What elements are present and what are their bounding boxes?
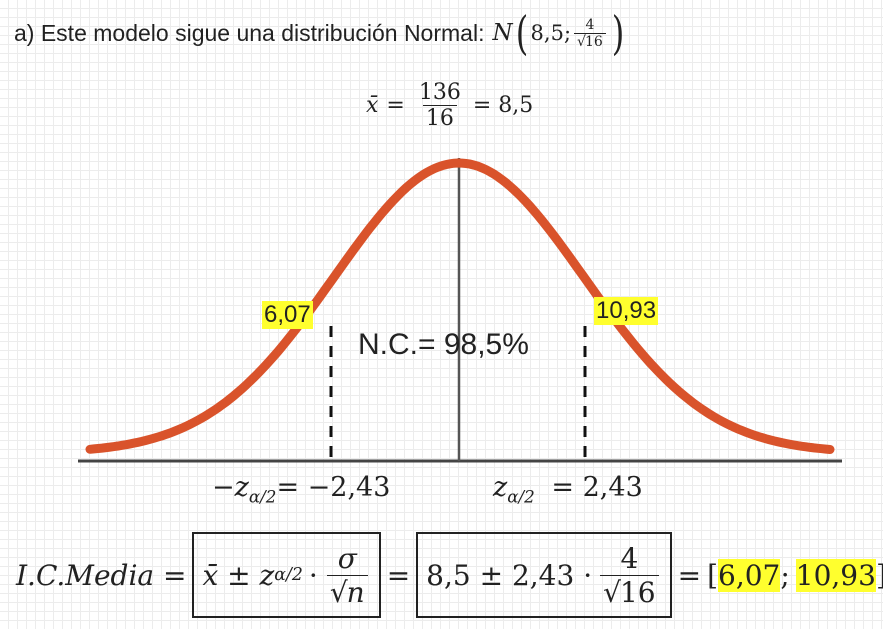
z-left-prefix: −z — [212, 472, 249, 503]
title-frac-den-value: 16 — [584, 33, 603, 50]
formula-num-part: 8,5 ± 2,43 · — [426, 558, 593, 592]
result-close-bracket: ] — [876, 559, 883, 592]
formula-four: 4 — [620, 541, 639, 575]
formula-sigma: σ — [337, 541, 357, 575]
symbolic-bracket: x̄ ± z α/2 · σ √ n — [192, 532, 381, 618]
ci-formula: I.C.Media = x̄ ± z α/2 · σ √ n = 8,5 ± 2,4… — [16, 532, 883, 618]
formula-xbar-pm: x̄ ± z — [202, 558, 275, 592]
bell-curve — [85, 158, 835, 454]
z-left-sub: α/2 — [248, 486, 277, 507]
formula-eq1: = — [386, 558, 411, 592]
close-paren: ) — [611, 6, 625, 60]
formula-lhs: I.C.Media = — [16, 558, 187, 592]
mean-rhs: = 8,5 — [472, 93, 534, 118]
title-mean: 8,5; — [530, 21, 572, 45]
z-right-value: = 2,43 — [551, 472, 643, 503]
z-right-label: zα/2 = 2,43 — [493, 472, 643, 506]
lower-bound-label: 6,07 — [262, 301, 313, 329]
mean-equals: = — [386, 93, 405, 118]
mean-equation: x̄ = 136 16 = 8,5 — [366, 80, 533, 131]
title-frac-num: 4 — [585, 16, 595, 33]
formula-dot: · — [308, 558, 318, 592]
title-frac-den: √ 16 — [574, 32, 606, 50]
result-low: 6,07 — [718, 558, 781, 592]
mean-den: 16 — [422, 105, 457, 131]
formula-z-sub: α/2 — [274, 565, 303, 585]
formula-eq2: = — [677, 558, 702, 592]
sqrt-n: √ n — [326, 574, 368, 609]
confidence-level-label: N.C.= 98,5% — [358, 328, 529, 361]
z-left-label: −zα/2= −2,43 — [212, 472, 390, 506]
title: a) Este modelo sigue una distribución No… — [14, 10, 627, 56]
sqrt-sixteen: √ 16 — [600, 574, 659, 609]
result-open-bracket: [ — [707, 558, 718, 592]
formula-n: n — [346, 575, 365, 609]
title-prefix: a) Este modelo sigue una distribución No… — [14, 19, 485, 46]
result-high: 10,93 — [795, 558, 876, 592]
z-right-sub: α/2 — [507, 486, 535, 507]
upper-bound-label: 10,93 — [594, 297, 659, 325]
mean-lhs: x̄ — [366, 93, 379, 118]
numeric-bracket: 8,5 ± 2,43 · 4 √ 16 — [416, 532, 672, 618]
mean-num: 136 — [418, 80, 461, 105]
sigma-fraction: σ √ n — [326, 541, 368, 609]
mean-fraction: 136 16 — [416, 80, 464, 131]
open-paren: ( — [515, 6, 528, 60]
normal-symbol: N — [492, 20, 513, 46]
z-right-prefix: z — [493, 472, 508, 503]
four-fraction: 4 √ 16 — [600, 541, 659, 609]
z-left-value: = −2,43 — [276, 472, 391, 503]
result-sep: ; — [780, 558, 790, 592]
formula-sixteen: 16 — [619, 575, 656, 609]
title-fraction: 4 √ 16 — [574, 17, 606, 50]
